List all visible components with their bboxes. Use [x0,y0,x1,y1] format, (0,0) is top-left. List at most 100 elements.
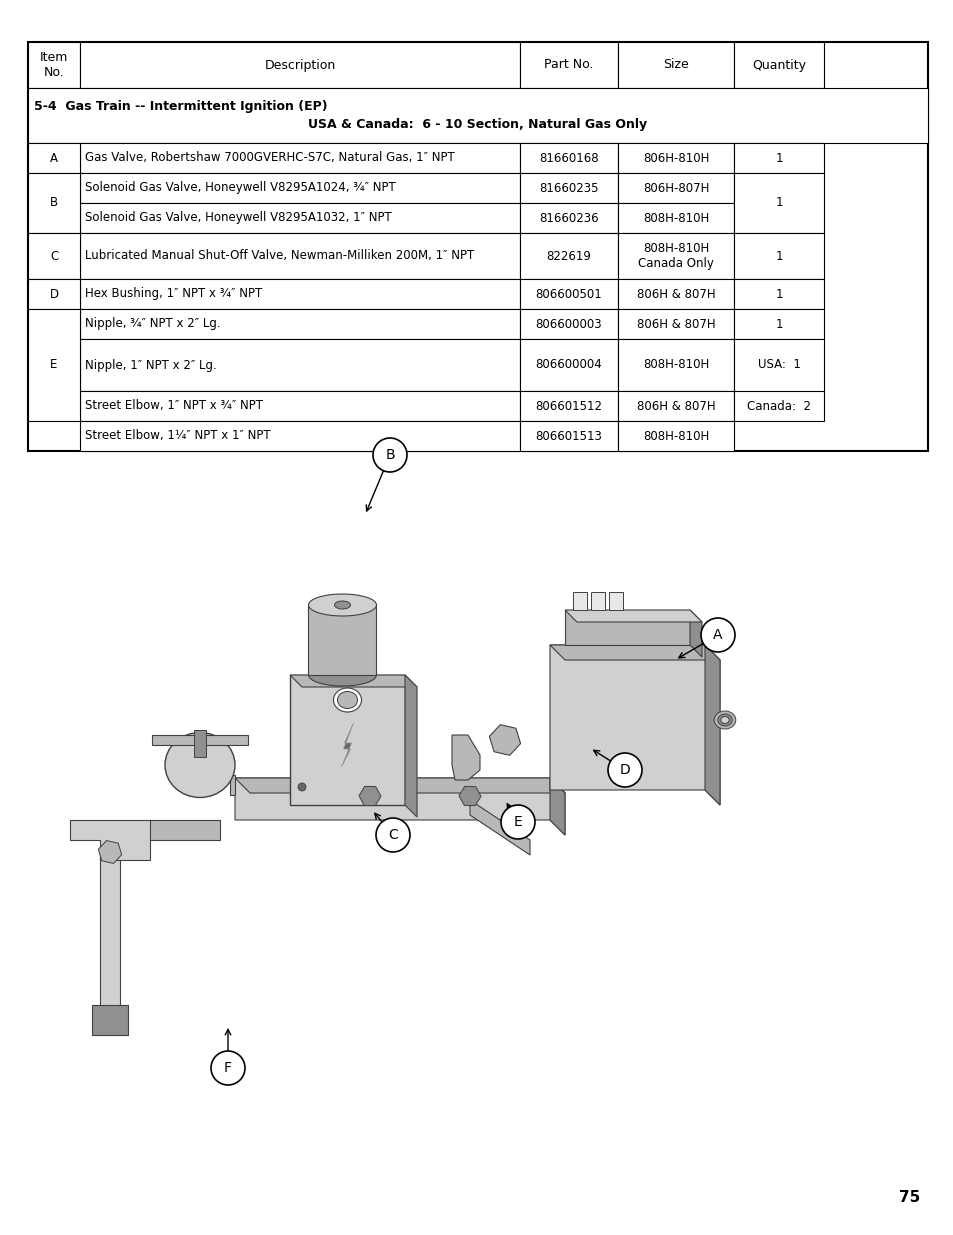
Bar [519,233,618,279]
Bar [28,143,80,173]
Text: USA:  1: USA: 1 [757,358,800,372]
Text: 1: 1 [775,317,781,331]
Polygon shape [234,778,564,793]
Ellipse shape [717,714,732,726]
Text: 806600004: 806600004 [535,358,601,372]
Bar [80,233,519,279]
Bar [28,88,927,143]
Polygon shape [290,676,416,687]
Bar [80,421,519,451]
Bar [519,42,618,88]
Bar [519,203,618,233]
Ellipse shape [211,1051,245,1086]
Ellipse shape [308,664,376,685]
Text: E: E [51,358,57,372]
Text: F: F [224,1061,232,1074]
Polygon shape [152,735,248,745]
Bar [519,143,618,173]
Text: E: E [513,815,522,829]
Polygon shape [550,778,564,835]
Bar [80,203,519,233]
Text: A: A [713,629,722,642]
Ellipse shape [720,716,728,724]
Bar [618,338,733,391]
Text: 1: 1 [775,152,781,164]
Text: 806H & 807H: 806H & 807H [636,317,715,331]
Bar [28,173,80,233]
Ellipse shape [373,438,407,472]
Polygon shape [100,850,120,1010]
Text: 5-4  Gas Train -- Intermittent Ignition (EP): 5-4 Gas Train -- Intermittent Ignition (… [34,100,327,112]
Polygon shape [308,605,376,676]
Text: 1: 1 [775,196,781,210]
Polygon shape [689,610,701,657]
Polygon shape [148,820,220,840]
Text: C: C [388,827,397,842]
Text: 75: 75 [898,1191,919,1205]
Ellipse shape [337,692,357,709]
Text: 1: 1 [775,249,781,263]
Bar [519,173,618,203]
Text: Nipple, ¾″ NPT x 2″ Lg.: Nipple, ¾″ NPT x 2″ Lg. [85,317,220,331]
Polygon shape [234,778,564,835]
Polygon shape [193,730,206,757]
Text: 806H-810H: 806H-810H [642,152,708,164]
Text: 822619: 822619 [546,249,591,263]
Polygon shape [590,592,604,610]
Bar [519,421,618,451]
Bar [618,279,733,309]
Bar [80,42,519,88]
Text: 806600003: 806600003 [536,317,601,331]
Text: 808H-810H
Canada Only: 808H-810H Canada Only [638,242,713,270]
Bar [80,309,519,338]
Bar [618,203,733,233]
Text: Street Elbow, 1¼″ NPT x 1″ NPT: Street Elbow, 1¼″ NPT x 1″ NPT [85,430,271,442]
Polygon shape [564,610,689,645]
Ellipse shape [700,618,734,652]
Text: 81660235: 81660235 [538,182,598,194]
Text: Solenoid Gas Valve, Honeywell V8295A1024, ¾″ NPT: Solenoid Gas Valve, Honeywell V8295A1024… [85,182,395,194]
Text: 1: 1 [775,288,781,300]
Text: 81660168: 81660168 [538,152,598,164]
Text: Lubricated Manual Shut-Off Valve, Newman-Milliken 200M, 1″ NPT: Lubricated Manual Shut-Off Valve, Newman… [85,249,474,263]
Polygon shape [550,645,720,805]
Bar [28,309,80,421]
Text: C: C [50,249,58,263]
Text: 806H & 807H: 806H & 807H [636,288,715,300]
Text: 808H-810H: 808H-810H [642,430,708,442]
Bar [733,173,823,233]
Bar [618,42,733,88]
Bar [733,338,823,421]
Text: Part No.: Part No. [543,58,593,72]
Bar [519,309,618,338]
Text: Street Elbow, 1″ NPT x ¾″ NPT: Street Elbow, 1″ NPT x ¾″ NPT [85,399,263,412]
Text: 806601513: 806601513 [535,430,601,442]
Ellipse shape [308,594,376,616]
Bar [519,338,618,391]
Polygon shape [230,776,234,795]
Polygon shape [573,592,586,610]
Bar [618,143,733,173]
Polygon shape [405,676,416,818]
Bar [519,279,618,309]
Bar [80,338,519,391]
Text: Gas Valve, Robertshaw 7000GVERHC-S7C, Natural Gas, 1″ NPT: Gas Valve, Robertshaw 7000GVERHC-S7C, Na… [85,152,455,164]
Text: Hex Bushing, 1″ NPT x ¾″ NPT: Hex Bushing, 1″ NPT x ¾″ NPT [85,288,262,300]
Text: B: B [50,196,58,210]
Text: USA & Canada:  6 - 10 Section, Natural Gas Only: USA & Canada: 6 - 10 Section, Natural Ga… [308,119,647,131]
Bar [80,279,519,309]
Text: 806601512: 806601512 [535,399,602,412]
Text: Canada:  2: Canada: 2 [746,399,810,412]
Bar [80,391,519,421]
Text: D: D [619,763,630,777]
Polygon shape [550,645,720,659]
Bar [80,173,519,203]
Ellipse shape [335,601,350,609]
Polygon shape [341,722,354,767]
Text: Nipple, 1″ NPT x 2″ Lg.: Nipple, 1″ NPT x 2″ Lg. [85,358,216,372]
Bar [733,309,823,338]
Bar [28,233,80,279]
Ellipse shape [334,688,361,713]
Text: B: B [385,448,395,462]
Bar [618,391,733,421]
